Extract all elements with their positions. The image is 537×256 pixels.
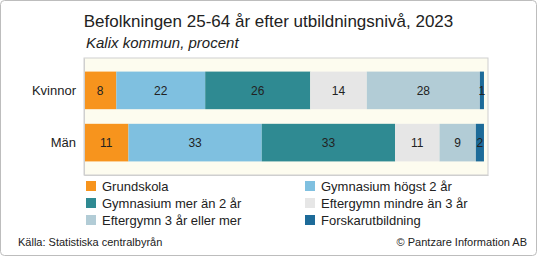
legend: Grundskola Gymnasium högst 2 år Gymnasium …: [86, 179, 468, 228]
legend-swatch: [86, 181, 96, 191]
bar-segment: [84, 72, 116, 110]
legend-swatch: [86, 198, 96, 208]
copyright: © Pantzare Information AB: [397, 236, 527, 248]
legend-label: Grundskola: [102, 179, 169, 194]
y-tick: Kvinnor: [32, 83, 84, 98]
data-label: 28: [417, 84, 431, 98]
legend-swatch: [86, 215, 96, 225]
legend-item: Forskarutbildning: [305, 213, 421, 228]
data-label: 1: [479, 84, 486, 98]
bar-segment: [367, 72, 480, 110]
bars: [84, 72, 484, 162]
bar-segment: [310, 72, 367, 110]
legend-item: Gymnasium högst 2 år: [305, 179, 452, 194]
data-label: 33: [322, 136, 336, 150]
data-label: 2: [477, 136, 484, 150]
legend-swatch: [305, 181, 315, 191]
legend-label: Eftergymn 3 år eller mer: [102, 213, 242, 228]
y-tick-label: Kvinnor: [32, 83, 77, 98]
x-axis: [85, 175, 489, 176]
y-axis: Kvinnor Män: [32, 59, 85, 176]
bar-segment: [205, 72, 310, 110]
legend-swatch: [305, 215, 315, 225]
chart: Befolkningen 25-64 år efter utbildningsn…: [0, 0, 537, 256]
bar-segment: [116, 72, 205, 110]
legend-swatch: [305, 198, 315, 208]
subtitle: Kalix kommun, procent: [86, 34, 239, 51]
data-label: 9: [454, 136, 461, 150]
data-label: 26: [251, 84, 265, 98]
data-label: 11: [411, 136, 424, 150]
bar-segment: [395, 124, 439, 162]
legend-label: Gymnasium mer än 2 år: [102, 196, 242, 211]
bar-segment: [84, 124, 128, 162]
legend-item: Eftergymn 3 år eller mer: [86, 213, 242, 228]
y-axis-line: [84, 59, 85, 176]
bar-segment: [128, 124, 261, 162]
legend-item: Eftergymn mindre än 3 år: [305, 196, 468, 211]
bar-segment: [440, 124, 476, 162]
legend-item: Grundskola: [86, 179, 169, 194]
data-label: 22: [154, 84, 168, 98]
y-tick: Män: [51, 135, 84, 150]
legend-item: Gymnasium mer än 2 år: [86, 196, 242, 211]
legend-label: Eftergymn mindre än 3 år: [321, 196, 468, 211]
legend-label: Forskarutbildning: [321, 213, 421, 228]
title: Befolkningen 25-64 år efter utbildningsn…: [84, 12, 454, 31]
plot-background: [84, 58, 488, 175]
data-labels: 8 11 22 33 26 33 14 11 28 9 1 2: [97, 84, 486, 150]
legend-label: Gymnasium högst 2 år: [321, 179, 452, 194]
data-label: 14: [332, 84, 346, 98]
outer-frame: [1, 1, 537, 256]
data-label: 8: [97, 84, 104, 98]
data-label: 11: [100, 136, 113, 150]
source: Källa: Statistiska centralbyrån: [18, 236, 162, 248]
y-tick-label: Män: [51, 135, 76, 150]
data-label: 33: [188, 136, 202, 150]
bar-segment: [476, 124, 484, 162]
x-axis-line: [85, 175, 489, 176]
bar-segment: [262, 124, 395, 162]
plot-frame: [84, 58, 488, 175]
